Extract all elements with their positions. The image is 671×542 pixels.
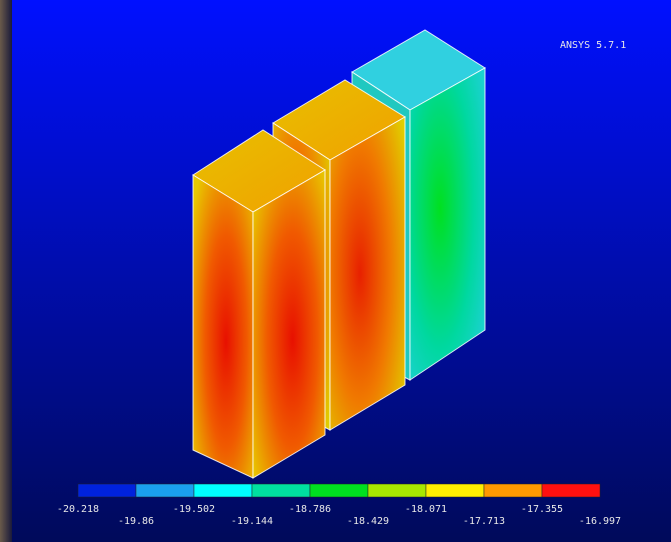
- legend-label: -16.997: [579, 516, 621, 527]
- legend-label: -17.355: [521, 504, 563, 515]
- box-side: [253, 170, 325, 478]
- box-side: [410, 68, 485, 380]
- legend-swatch: [194, 484, 252, 497]
- legend-swatch: [484, 484, 542, 497]
- legend-swatch: [78, 484, 136, 497]
- legend-label: -18.071: [405, 504, 447, 515]
- legend-swatch: [426, 484, 484, 497]
- legend-swatch: [310, 484, 368, 497]
- legend-label: -19.86: [118, 516, 154, 527]
- legend-label: -18.786: [289, 504, 331, 515]
- box-side: [330, 117, 405, 430]
- ansys-viewport: ANSYS 5.7.1 -20.218 -19.86 -19.502 -19.144 -…: [0, 0, 671, 542]
- legend-swatch: [542, 484, 600, 497]
- legend-label: -17.713: [463, 516, 505, 527]
- window-edge: [0, 0, 12, 542]
- legend-label: -18.429: [347, 516, 389, 527]
- legend-label: -20.218: [57, 504, 99, 515]
- legend-swatch: [368, 484, 426, 497]
- software-label: ANSYS 5.7.1: [560, 40, 626, 51]
- legend-label: -19.144: [231, 516, 273, 527]
- legend-swatch: [252, 484, 310, 497]
- box-front: [193, 175, 253, 478]
- legend-label: -19.502: [173, 504, 215, 515]
- legend-swatch: [136, 484, 194, 497]
